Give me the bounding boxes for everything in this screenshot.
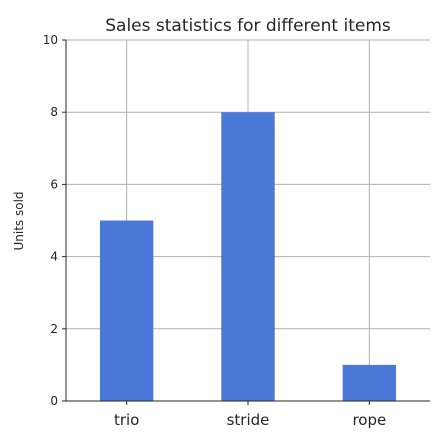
bar-stride — [221, 112, 274, 401]
chart-title: Sales statistics for different items — [105, 16, 391, 36]
y-tick-label: 10 — [43, 33, 58, 47]
y-tick-label: 2 — [50, 322, 58, 336]
y-tick-label: 4 — [50, 250, 58, 264]
bar-rope — [343, 365, 396, 401]
y-tick-label: 6 — [50, 177, 58, 191]
y-tick-label: 0 — [50, 394, 58, 408]
x-tick-label: rope — [352, 411, 386, 429]
x-tick-label: stride — [227, 411, 270, 429]
y-tick-label: 8 — [50, 105, 58, 119]
y-axis-label: Units sold — [12, 191, 26, 250]
bar-trio — [100, 221, 153, 402]
x-tick-label: trio — [114, 411, 139, 429]
